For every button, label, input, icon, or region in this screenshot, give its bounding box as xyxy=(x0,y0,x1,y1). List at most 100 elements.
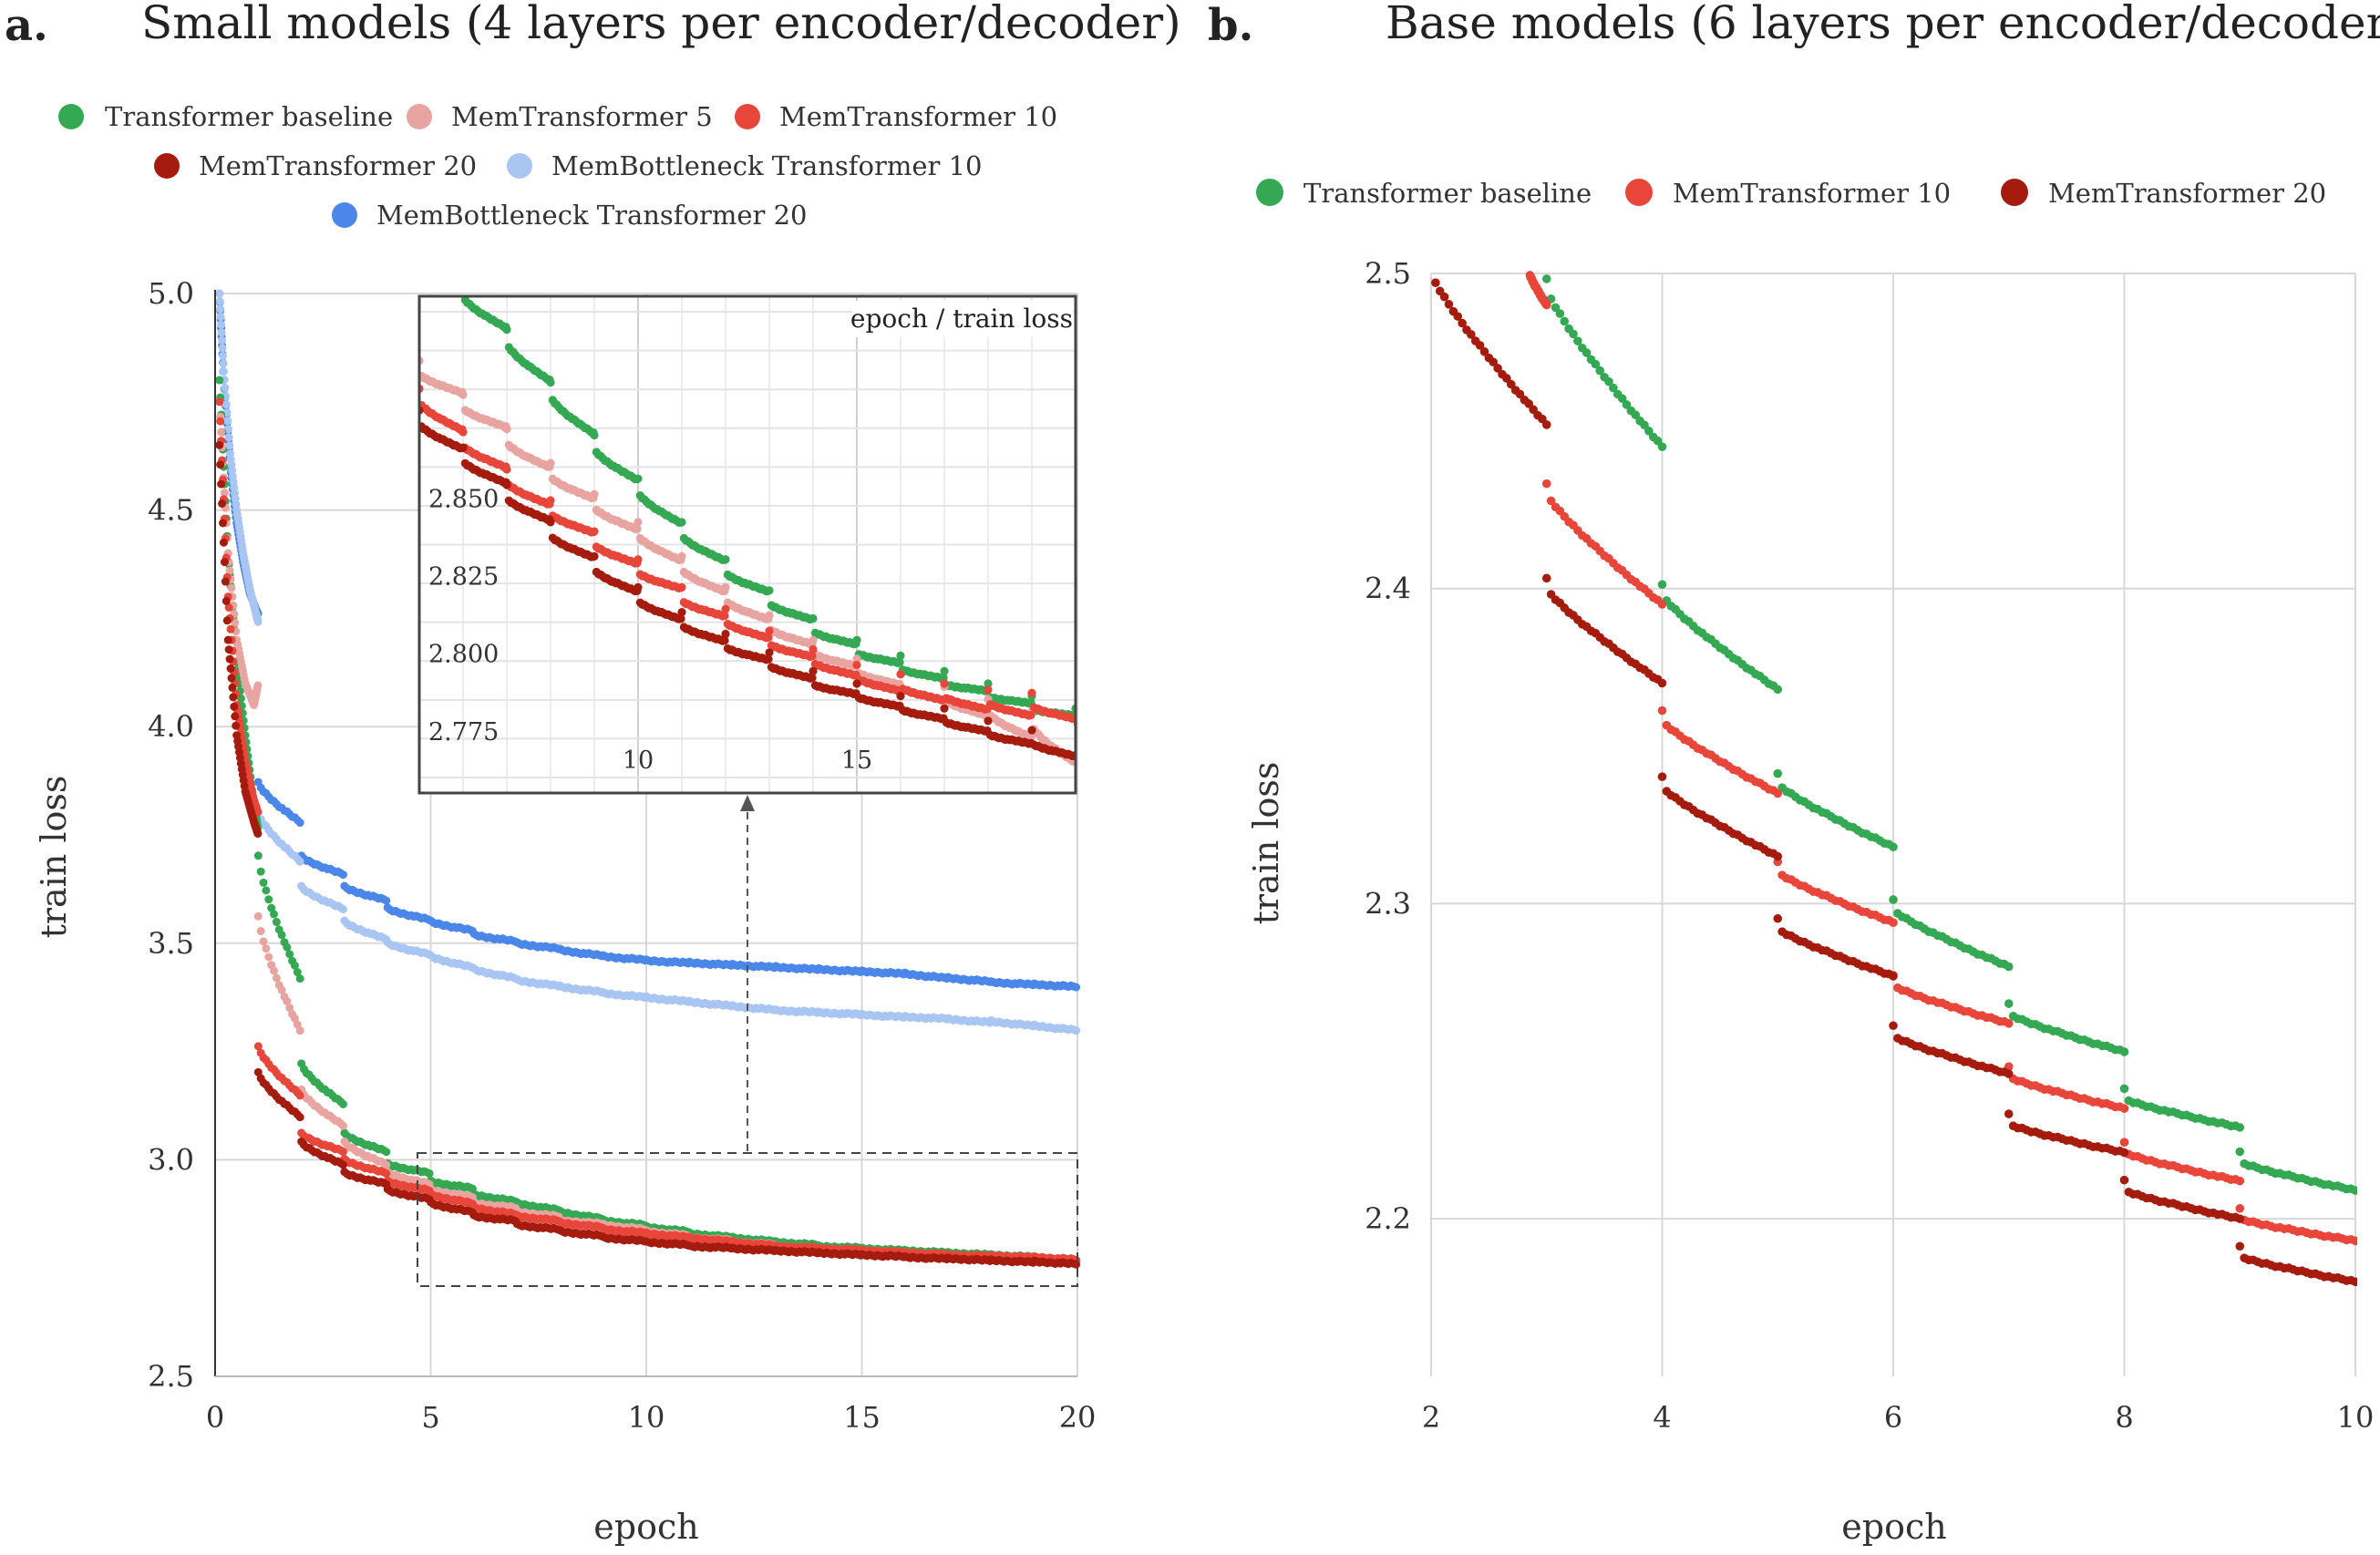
data-point xyxy=(1101,734,1109,742)
data-point xyxy=(230,702,239,711)
data-point xyxy=(546,496,555,505)
data-point xyxy=(458,390,468,399)
data-point xyxy=(215,376,224,385)
data-point xyxy=(808,652,817,661)
data-point xyxy=(2235,1241,2245,1251)
data-point xyxy=(227,583,236,592)
data-point xyxy=(1889,895,1898,904)
data-point xyxy=(270,910,279,919)
data-point xyxy=(1644,427,1654,436)
data-point xyxy=(290,1014,299,1023)
data-point xyxy=(1072,983,1081,992)
data-point xyxy=(225,566,234,575)
zoom-region-box xyxy=(417,1152,1078,1287)
panel-a-x-tick-label: 15 xyxy=(843,1400,881,1435)
legend-a-dot-transformer-baseline xyxy=(58,104,84,129)
legend-b-dot-mem10 xyxy=(1625,179,1653,206)
data-point xyxy=(634,582,643,592)
data-point xyxy=(1026,710,1035,720)
data-point xyxy=(382,1169,391,1178)
data-point xyxy=(1604,376,1613,386)
data-point xyxy=(221,384,230,393)
data-point xyxy=(1091,729,1099,737)
inset-y-tick-label: 2.825 xyxy=(428,563,499,592)
legend-a-transformer-baseline[interactable]: Transformer baseline xyxy=(58,101,393,132)
data-point xyxy=(295,974,304,983)
data-point xyxy=(295,1026,304,1035)
data-point xyxy=(721,582,730,592)
data-point xyxy=(219,538,228,547)
data-point xyxy=(940,704,949,713)
data-point xyxy=(253,911,263,921)
panel-b-title: Base models (6 layers per encoder/decode… xyxy=(1386,0,2380,49)
data-point xyxy=(338,870,347,880)
data-point xyxy=(262,886,271,895)
data-point xyxy=(852,679,861,688)
data-point xyxy=(1475,341,1485,350)
inset-y-tick-label: 2.850 xyxy=(428,485,499,513)
data-point xyxy=(765,626,774,635)
data-point xyxy=(2119,1084,2129,1094)
panel-b-x-tick-label: 2 xyxy=(1422,1400,1440,1435)
data-point xyxy=(2004,1109,2014,1118)
legend-a-mem20[interactable]: MemTransformer 20 xyxy=(154,150,477,181)
data-point xyxy=(1617,394,1627,403)
data-point xyxy=(1622,400,1632,409)
legend-b-transformer-baseline[interactable]: Transformer baseline xyxy=(1256,178,1592,209)
data-point xyxy=(458,427,468,437)
data-point xyxy=(224,603,233,613)
data-point xyxy=(634,474,643,483)
data-point xyxy=(1085,726,1093,735)
panel-a-x-axis-title: epoch xyxy=(593,1507,698,1547)
data-point xyxy=(229,693,238,702)
data-point xyxy=(984,679,993,688)
data-point xyxy=(2119,1148,2129,1158)
data-point xyxy=(1657,772,1667,781)
data-point xyxy=(1108,736,1116,745)
data-point xyxy=(219,367,228,376)
data-point xyxy=(253,851,263,860)
data-point xyxy=(2351,1277,2357,1287)
data-point xyxy=(295,857,304,866)
panel-a-y-tick-label: 5.0 xyxy=(148,276,194,311)
legend-a-bottleneck20[interactable]: MemBottleneck Transformer 20 xyxy=(332,200,808,231)
data-point xyxy=(940,666,949,675)
data-point xyxy=(590,430,599,440)
data-point xyxy=(765,611,774,620)
legend-b-text-mem20: MemTransformer 20 xyxy=(2048,178,2326,209)
panel-a: a. Small models (4 layers per encoder/de… xyxy=(5,0,1181,1547)
legend-a-mem5[interactable]: MemTransformer 5 xyxy=(407,101,713,132)
data-point xyxy=(2235,1123,2245,1132)
panel-b: b. Base models (6 layers per encoder/dec… xyxy=(1208,0,2380,1547)
data-point xyxy=(1657,705,1667,716)
data-point xyxy=(295,819,304,828)
data-point xyxy=(262,944,271,953)
legend-b-mem10[interactable]: MemTransformer 10 xyxy=(1625,178,1951,209)
data-point xyxy=(895,658,904,667)
data-point xyxy=(1560,316,1570,326)
data-point xyxy=(809,613,818,623)
data-point xyxy=(808,674,817,683)
legend-b-dot-transformer-baseline xyxy=(1256,179,1283,206)
data-point xyxy=(1097,733,1106,741)
data-point xyxy=(1489,357,1499,367)
panel-a-x-tick-label: 0 xyxy=(206,1400,224,1435)
panel-b-y-tick-label: 2.5 xyxy=(1365,256,1411,291)
data-point xyxy=(382,1148,391,1157)
legend-a-text-mem20: MemTransformer 20 xyxy=(199,150,477,181)
data-point xyxy=(338,1121,347,1130)
panel-a-y-tick-label: 2.5 xyxy=(148,1359,194,1394)
legend-a-bottleneck10[interactable]: MemBottleneck Transformer 10 xyxy=(507,150,983,181)
data-point xyxy=(1541,573,1551,583)
data-point xyxy=(1080,725,1088,733)
data-point xyxy=(1657,678,1667,688)
data-point xyxy=(382,1160,391,1169)
data-point xyxy=(1027,726,1036,735)
legend-a-mem10[interactable]: MemTransformer 10 xyxy=(735,101,1057,132)
data-point xyxy=(1088,729,1097,737)
legend-b-mem20[interactable]: MemTransformer 20 xyxy=(2001,178,2326,209)
data-point xyxy=(502,465,511,474)
data-point xyxy=(940,679,949,688)
legend-a-dot-mem5 xyxy=(407,104,432,129)
legend-b-dot-mem20 xyxy=(2001,179,2028,206)
